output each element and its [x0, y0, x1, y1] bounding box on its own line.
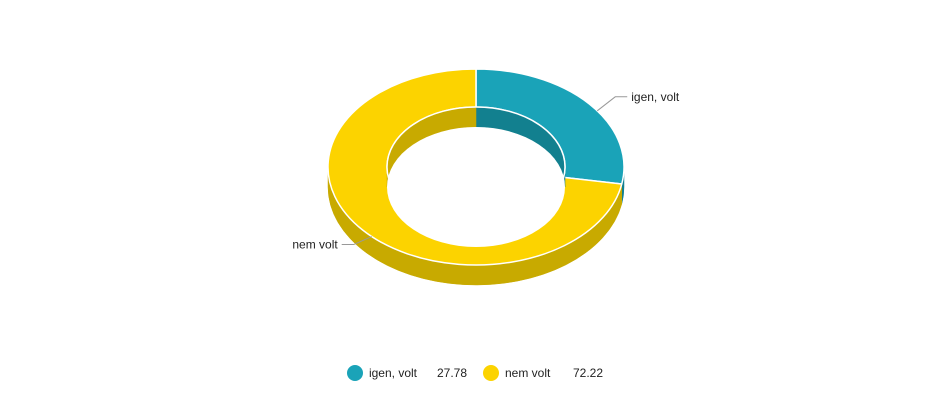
leader-line-igen-volt: [596, 96, 628, 112]
legend-item-igen-volt[interactable]: igen, volt 27.78: [346, 365, 467, 381]
donut-inner-rim: [386, 106, 566, 228]
legend-swatch-igen-volt: [346, 365, 363, 381]
legend-value: 27.78: [436, 366, 467, 380]
slice-label-igen-volt: igen, volt: [631, 90, 680, 104]
legend: igen, volt 27.78 nem volt 72.22: [0, 362, 950, 384]
legend-label: igen, volt: [368, 366, 417, 380]
leader-line-nem-volt: [341, 236, 372, 246]
legend-label: nem volt: [505, 366, 551, 380]
legend-swatch-nem-volt: [483, 365, 499, 381]
donut-chart: igen, volt nem volt: [292, 68, 680, 286]
slice-label-nem-volt: nem volt: [292, 238, 338, 252]
legend-value: 72.22: [573, 366, 604, 380]
legend-item-nem-volt[interactable]: nem volt 72.22: [483, 365, 603, 381]
donut-hole: [387, 127, 565, 247]
